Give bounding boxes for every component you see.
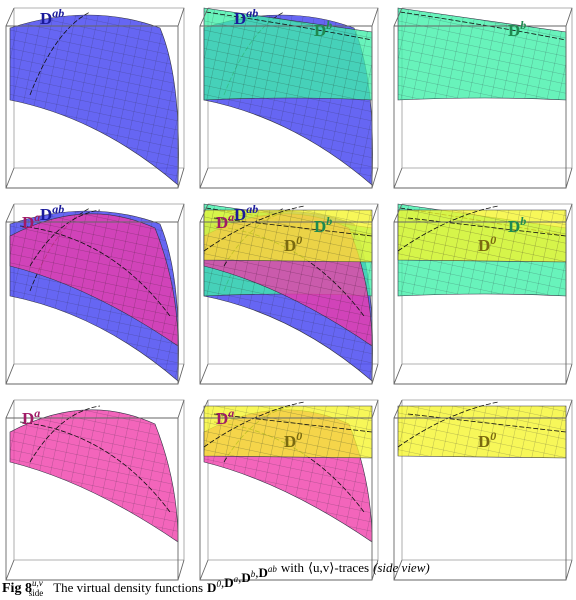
panel: Da xyxy=(5,399,185,581)
panel: D0 xyxy=(393,399,573,581)
box-front xyxy=(393,399,573,581)
label-base: D xyxy=(234,205,246,224)
function-label: Dab xyxy=(40,6,64,28)
function-label: Da xyxy=(22,406,40,428)
label-sup: 0 xyxy=(296,233,302,247)
function-label: Dab xyxy=(234,6,258,28)
caption-separator: , xyxy=(255,565,258,580)
box-front xyxy=(199,399,379,581)
trace xyxy=(19,209,171,317)
caption-with: with xyxy=(281,560,305,575)
caption-function: D xyxy=(224,575,233,590)
trace xyxy=(19,405,171,513)
label-base: D xyxy=(478,432,490,451)
function-label: D0 xyxy=(284,429,302,451)
caption-fig-sup: u,v xyxy=(32,578,43,588)
function-label: Da xyxy=(22,210,40,232)
trace xyxy=(29,11,91,96)
function-label: D0 xyxy=(478,429,496,451)
box-front xyxy=(5,399,185,581)
panel: Dab xyxy=(5,6,185,189)
function-label: Db xyxy=(508,18,526,40)
caption-function-sup: 0 xyxy=(216,579,221,589)
surface-mesh xyxy=(9,14,179,186)
caption-function: D xyxy=(207,580,216,595)
trace xyxy=(205,11,373,41)
surface-mesh xyxy=(9,409,179,543)
label-sup: a xyxy=(34,406,40,420)
label-sup: ab xyxy=(52,202,64,216)
function-label: Dab xyxy=(234,202,258,224)
label-sup: ab xyxy=(52,6,64,20)
label-base: D xyxy=(40,9,52,28)
label-base: D xyxy=(216,409,228,428)
label-sup: b xyxy=(520,214,526,228)
function-label: Dab xyxy=(40,202,64,224)
caption-function-sup: a xyxy=(234,574,239,584)
caption-separator: , xyxy=(221,575,224,590)
label-base: D xyxy=(478,236,490,255)
caption-separator: , xyxy=(238,570,241,585)
caption-function: D xyxy=(258,565,267,580)
caption-view: (side view) xyxy=(373,560,430,575)
function-label: D0 xyxy=(284,233,302,255)
surface-mesh xyxy=(397,7,567,101)
caption-function: D xyxy=(241,570,250,585)
label-sup: 0 xyxy=(490,233,496,247)
trace xyxy=(399,11,567,41)
label-base: D xyxy=(22,409,34,428)
caption: Fig 8u,v side The virtual density function… xyxy=(2,560,430,598)
function-label: D0 xyxy=(478,233,496,255)
label-base: D xyxy=(40,205,52,224)
label-base: D xyxy=(284,236,296,255)
function-label: Db xyxy=(508,214,526,236)
surface-mesh xyxy=(203,7,373,101)
box-front xyxy=(393,7,573,189)
label-base: D xyxy=(314,21,326,40)
label-sup: a xyxy=(34,210,40,224)
label-sup: b xyxy=(326,214,332,228)
label-base: D xyxy=(314,217,326,236)
function-label: Da xyxy=(216,406,234,428)
caption-text: The virtual density functions xyxy=(53,580,203,595)
label-base: D xyxy=(508,217,520,236)
function-label: Da xyxy=(216,210,234,232)
box-front xyxy=(393,203,573,385)
label-sup: a xyxy=(228,210,234,224)
panel: Db xyxy=(393,7,573,189)
label-base: D xyxy=(284,432,296,451)
label-sup: b xyxy=(326,18,332,32)
function-label: Db xyxy=(314,214,332,236)
label-base: D xyxy=(508,21,520,40)
label-sup: ab xyxy=(246,6,258,20)
label-sup: 0 xyxy=(490,429,496,443)
caption-function-sup: b xyxy=(251,569,256,579)
box-front xyxy=(5,203,185,385)
caption-fig-sub: side xyxy=(29,588,44,598)
label-sup: a xyxy=(228,406,234,420)
label-base: D xyxy=(216,213,228,232)
function-label: Db xyxy=(314,18,332,40)
label-base: D xyxy=(22,213,34,232)
label-sup: b xyxy=(520,18,526,32)
label-sup: ab xyxy=(246,202,258,216)
box-front xyxy=(199,7,379,189)
caption-fig: Fig 8 xyxy=(2,581,32,596)
box-front xyxy=(199,203,379,385)
caption-function-sup: ab xyxy=(268,564,278,574)
label-sup: 0 xyxy=(296,429,302,443)
label-base: D xyxy=(234,9,246,28)
caption-trace: ⟨u,v⟩-traces xyxy=(308,560,369,575)
box-front xyxy=(5,7,185,189)
